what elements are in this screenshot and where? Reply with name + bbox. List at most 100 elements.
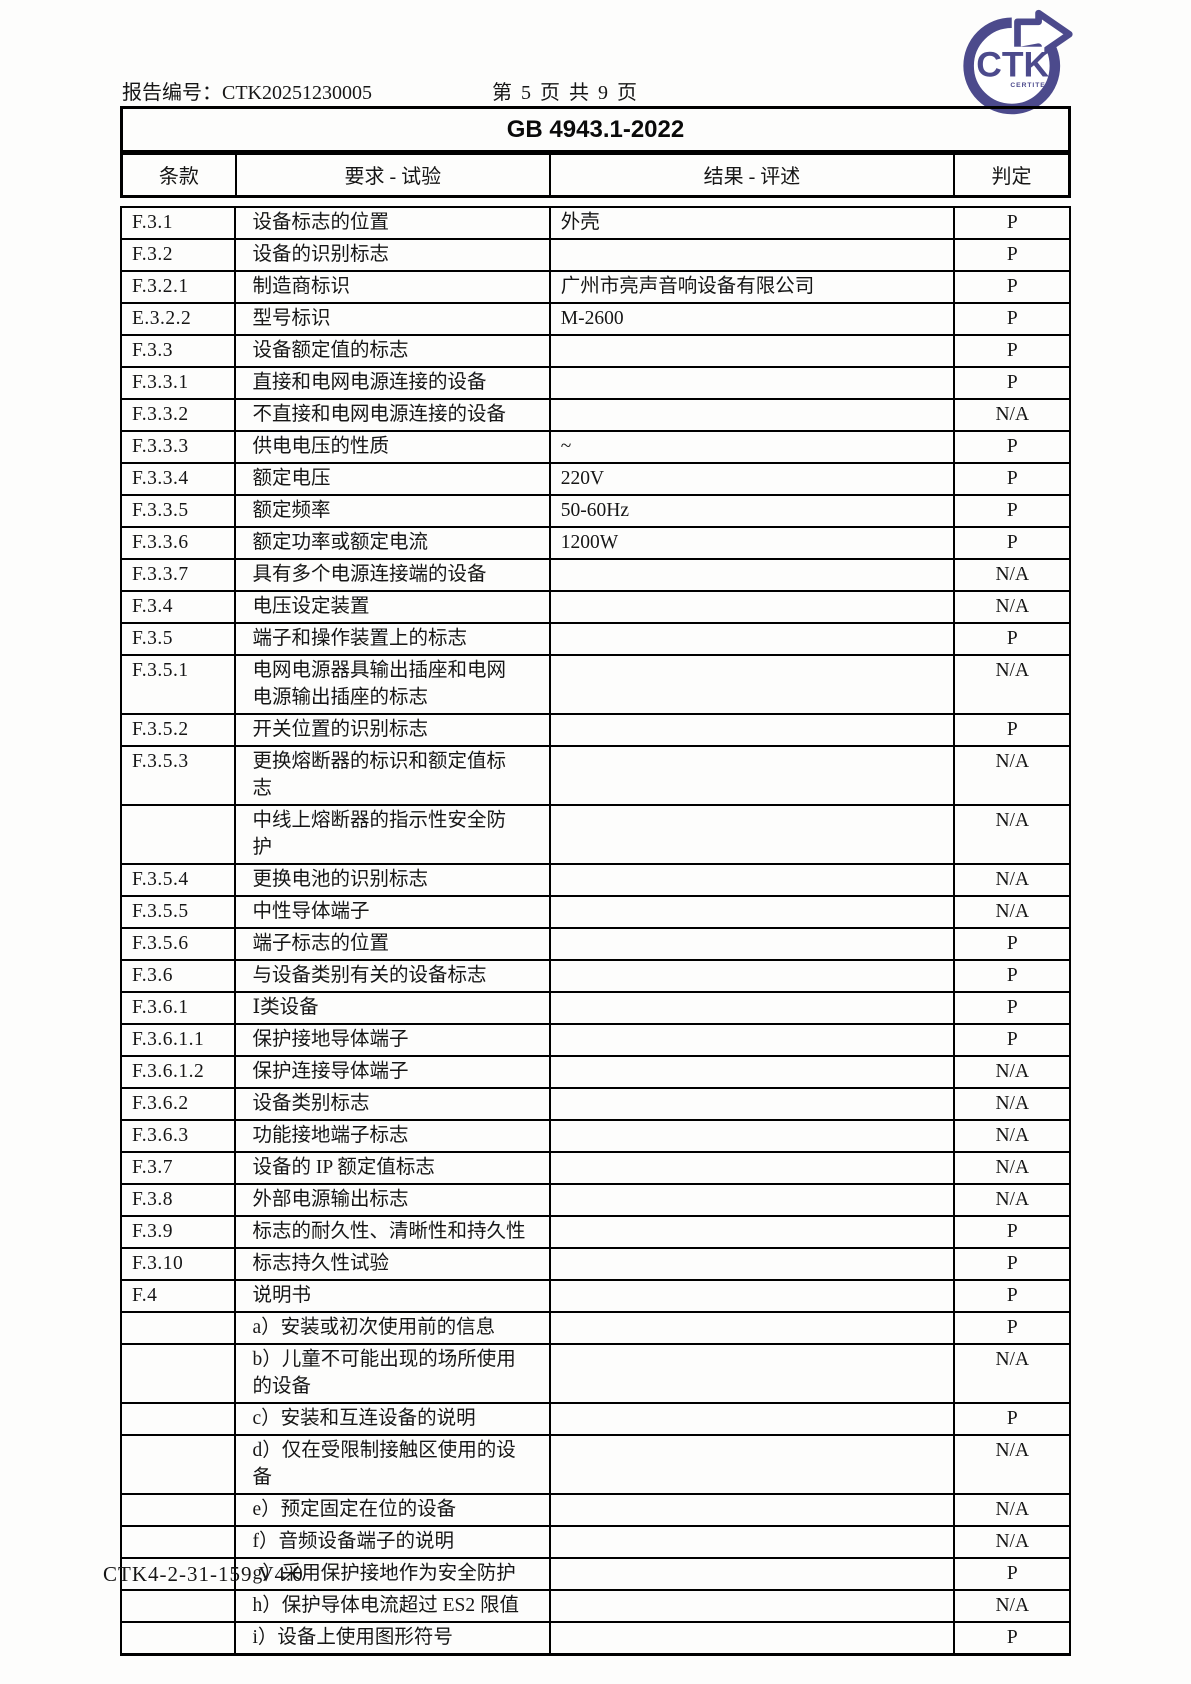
result-cell xyxy=(548,1493,956,1527)
result-cell xyxy=(548,1215,956,1249)
requirement-cell: 型号标识 xyxy=(234,302,551,336)
table-row: c）安装和互连设备的说明 P xyxy=(119,1402,1071,1436)
result-cell xyxy=(548,1151,956,1185)
result-cell xyxy=(548,590,956,624)
requirement-cell: 直接和电网电源连接的设备 xyxy=(234,366,551,400)
verdict-cell: N/A xyxy=(953,1434,1071,1495)
verdict-cell: N/A xyxy=(953,1151,1071,1185)
verdict-cell: N/A xyxy=(953,590,1071,624)
clause-cell: E.3.2.2 xyxy=(119,302,237,336)
page-header: 报告编号：CTK20251230005 第 5 页 共 9 页 xyxy=(122,76,1073,105)
requirement-cell: c）安装和互连设备的说明 xyxy=(234,1402,551,1436)
clause-cell: F.3.7 xyxy=(119,1151,237,1185)
clause-cell xyxy=(119,1557,237,1591)
result-cell xyxy=(548,622,956,656)
table-row: F.3.5.6 端子标志的位置 P xyxy=(119,927,1071,961)
ctk-logo-subtext: CERTITEK xyxy=(1010,82,1051,89)
clause-cell: F.3.3.3 xyxy=(119,430,237,464)
requirement-cell: d）仅在受限制接触区使用的设 备 xyxy=(234,1434,551,1495)
verdict-cell: P xyxy=(953,959,1071,993)
verdict-cell: P xyxy=(953,991,1071,1025)
result-cell xyxy=(548,1311,956,1345)
clause-cell: F.3.3.7 xyxy=(119,558,237,592)
requirement-cell: 制造商标识 xyxy=(234,270,551,304)
requirement-cell: b）儿童不可能出现的场所使用 的设备 xyxy=(234,1343,551,1404)
result-cell: 1200W xyxy=(548,526,956,560)
requirement-cell: 与设备类别有关的设备标志 xyxy=(234,959,551,993)
clause-cell: F.3.3.5 xyxy=(119,494,237,528)
table-row: F.3.2.1 制造商标识 广州市亮声音响设备有限公司 P xyxy=(119,270,1071,304)
verdict-cell: N/A xyxy=(953,1087,1071,1121)
requirement-cell: a）安装或初次使用前的信息 xyxy=(234,1311,551,1345)
clause-cell xyxy=(119,1525,237,1559)
requirement-cell: 设备标志的位置 xyxy=(234,206,551,240)
requirement-cell: 中性导体端子 xyxy=(234,895,551,929)
verdict-cell: P xyxy=(953,270,1071,304)
result-cell xyxy=(548,895,956,929)
clause-cell: F.3.5.5 xyxy=(119,895,237,929)
table-row: F.3.3.2 不直接和电网电源连接的设备 N/A xyxy=(119,398,1071,432)
table-row: F.3.8 外部电源输出标志 N/A xyxy=(119,1183,1071,1217)
result-cell: 外壳 xyxy=(548,206,956,240)
table-row: F.3.10 标志持久性试验 P xyxy=(119,1247,1071,1281)
clause-cell: F.3.4 xyxy=(119,590,237,624)
requirement-cell: 设备类别标志 xyxy=(234,1087,551,1121)
requirement-cell: Ⅰ类设备 xyxy=(234,991,551,1025)
result-cell xyxy=(548,654,956,715)
clause-cell: F.3.1 xyxy=(119,206,237,240)
table-row: F.3.3.3 供电电压的性质 ~ P xyxy=(119,430,1071,464)
result-cell xyxy=(548,1343,956,1404)
requirement-cell: 额定功率或额定电流 xyxy=(234,526,551,560)
requirement-cell: h）保护导体电流超过 ES2 限值 xyxy=(234,1589,551,1623)
table-row: f）音频设备端子的说明 N/A xyxy=(119,1525,1071,1559)
result-cell xyxy=(548,1621,956,1656)
verdict-cell: P xyxy=(953,622,1071,656)
table-row: F.3.2 设备的识别标志 P xyxy=(119,238,1071,272)
table-row: F.3.5.2 开关位置的识别标志 P xyxy=(119,713,1071,747)
verdict-cell: P xyxy=(953,334,1071,368)
requirement-cell: e）预定固定在位的设备 xyxy=(234,1493,551,1527)
result-cell xyxy=(548,959,956,993)
document-code: CTK4-2-31-159 V4.0 xyxy=(103,1562,304,1586)
table-row: F.3.6.3 功能接地端子标志 N/A xyxy=(119,1119,1071,1153)
requirement-cell: 额定电压 xyxy=(234,462,551,496)
result-cell xyxy=(548,745,956,806)
verdict-cell: N/A xyxy=(953,1589,1071,1623)
verdict-cell: P xyxy=(953,1402,1071,1436)
result-cell xyxy=(548,1119,956,1153)
clause-cell: F.3.3 xyxy=(119,334,237,368)
column-header-requirement: 要求 - 试验 xyxy=(234,153,551,198)
clause-cell xyxy=(119,1402,237,1436)
verdict-cell: P xyxy=(953,462,1071,496)
requirement-cell: g）采用保护接地作为安全防护 xyxy=(234,1557,551,1591)
result-cell xyxy=(548,927,956,961)
requirement-cell: f）音频设备端子的说明 xyxy=(234,1525,551,1559)
table-row: h）保护导体电流超过 ES2 限值 N/A xyxy=(119,1589,1071,1623)
verdict-cell: N/A xyxy=(953,398,1071,432)
clause-cell: F.3.5.6 xyxy=(119,927,237,961)
page-number-indicator: 第 5 页 共 9 页 xyxy=(492,82,639,104)
result-cell xyxy=(548,558,956,592)
requirement-cell: 说明书 xyxy=(234,1279,551,1313)
clause-cell xyxy=(119,1311,237,1345)
result-cell: 220V xyxy=(548,462,956,496)
standard-title-box: GB 4943.1-2022 xyxy=(120,106,1071,153)
verdict-cell: N/A xyxy=(953,804,1071,865)
table-row: 中线上熔断器的指示性安全防 护 N/A xyxy=(119,804,1071,865)
result-cell xyxy=(548,1023,956,1057)
table-row: F.3.3.1 直接和电网电源连接的设备 P xyxy=(119,366,1071,400)
requirement-cell: 更换电池的识别标志 xyxy=(234,863,551,897)
result-cell xyxy=(548,398,956,432)
result-cell xyxy=(548,804,956,865)
verdict-cell: P xyxy=(953,713,1071,747)
clause-cell: F.3.5.1 xyxy=(119,654,237,715)
clause-cell: F.3.6.3 xyxy=(119,1119,237,1153)
verdict-cell: P xyxy=(953,430,1071,464)
standard-title: GB 4943.1-2022 xyxy=(506,116,685,143)
clause-cell: F.3.5 xyxy=(119,622,237,656)
column-header-clause: 条款 xyxy=(120,153,237,198)
clause-cell: F.3.6.1.1 xyxy=(119,1023,237,1057)
requirement-cell: 额定频率 xyxy=(234,494,551,528)
verdict-cell: P xyxy=(953,494,1071,528)
